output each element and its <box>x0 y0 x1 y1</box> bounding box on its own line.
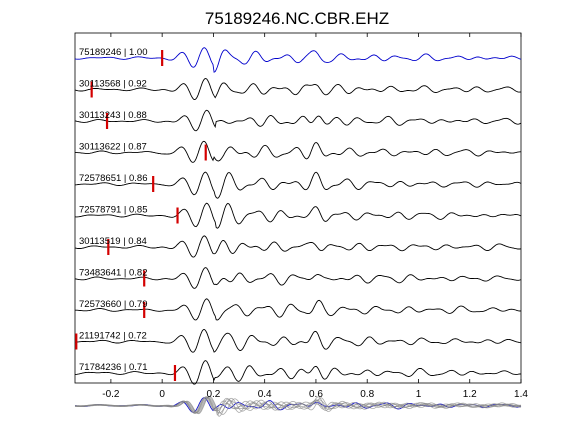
chart-title: 75189246.NC.CBR.EHZ <box>205 9 389 28</box>
waveform-trace-5 <box>74 202 522 229</box>
waveform-traces <box>74 47 522 385</box>
trace-label-1: 30113568 | 0.92 <box>79 79 147 90</box>
waveform-trace-8 <box>75 298 522 321</box>
trace-label-9: 21191742 | 0.72 <box>79 331 147 342</box>
trace-labels: 75189246 | 1.00 30113568 | 0.92 30113243 |… <box>79 47 148 373</box>
waveform-trace-4 <box>74 171 522 199</box>
trace-label-7: 73483641 | 0.82 <box>79 268 148 279</box>
trace-label-4: 72578651 | 0.86 <box>79 173 148 184</box>
x-tick-label-2: 0.2 <box>206 389 220 400</box>
x-tick-label-8: 1.4 <box>514 389 528 400</box>
stacked-overlay <box>74 395 522 417</box>
waveform-trace-2 <box>74 109 522 132</box>
trace-label-0: 75189246 | 1.00 <box>79 47 148 58</box>
waveform-trace-9 <box>74 329 522 353</box>
x-tick-label-4: 0.6 <box>309 389 323 400</box>
pick-markers <box>75 50 207 381</box>
x-tick-label-1: 0 <box>159 389 165 400</box>
trace-label-6: 30113519 | 0.84 <box>79 236 147 247</box>
waveform-trace-0 <box>74 47 522 73</box>
waveform-trace-7 <box>74 267 522 289</box>
trace-label-2: 30113243 | 0.88 <box>79 110 147 121</box>
waveform-trace-6 <box>74 235 522 258</box>
waveform-trace-10 <box>75 360 522 385</box>
waveform-trace-3 <box>75 140 521 163</box>
trace-label-3: 30113622 | 0.87 <box>79 142 147 153</box>
trace-label-10: 71784236 | 0.71 <box>79 362 148 373</box>
x-tick-label-6: 1 <box>416 389 422 400</box>
x-tick-label-7: 1.2 <box>463 389 477 400</box>
trace-label-5: 72578791 | 0.85 <box>79 205 148 216</box>
overlay-trace-7 <box>74 395 522 415</box>
waveform-trace-1 <box>74 78 522 100</box>
trace-label-8: 72573660 | 0.79 <box>79 299 148 310</box>
x-tick-label-3: 0.4 <box>258 389 272 400</box>
x-tick-label-0: -0.2 <box>102 389 120 400</box>
plot-area-frame <box>74 32 522 384</box>
x-tick-label-5: 0.8 <box>360 389 374 400</box>
x-axis: -0.2 0 0.2 0.4 0.6 0.8 1 1.2 1.4 <box>102 33 528 400</box>
